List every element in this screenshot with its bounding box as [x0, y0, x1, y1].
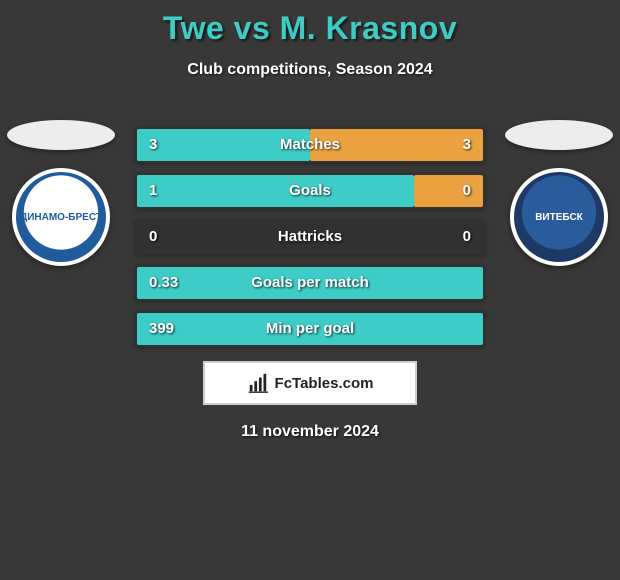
stat-label: Min per goal [137, 313, 483, 345]
club-badge-right-label: ВИТЕБСК [535, 212, 583, 223]
stat-left-value: 3 [149, 129, 157, 161]
brand-text: FcTables.com [275, 375, 374, 392]
stat-left-value: 0 [149, 221, 157, 253]
stat-row: Goals1 0 [135, 173, 485, 209]
footer-date: 11 november 2024 [0, 423, 620, 441]
stat-row: Goals per match0.33 [135, 265, 485, 301]
player-left-panel: ДИНАМО-БРЕСТ [6, 120, 116, 266]
brand-watermark: FcTables.com [203, 361, 417, 405]
stat-left-value: 399 [149, 313, 174, 345]
stat-row: Matches3 3 [135, 127, 485, 163]
comparison-card: Twe vs M. Krasnov Club competitions, Sea… [0, 0, 620, 580]
stat-row: Hattricks0 0 [135, 219, 485, 255]
page-title: Twe vs M. Krasnov [0, 0, 620, 47]
club-badge-left-label: ДИНАМО-БРЕСТ [20, 212, 102, 223]
subtitle: Club competitions, Season 2024 [0, 61, 620, 79]
club-badge-right: ВИТЕБСК [510, 168, 608, 266]
stats-block: Matches33Goals10Hattricks00Goals per mat… [135, 127, 485, 347]
stat-left-value: 0.33 [149, 267, 178, 299]
bar-chart-icon [247, 372, 269, 394]
stat-right-value: 0 [463, 221, 471, 253]
stat-label: Goals [137, 175, 483, 207]
stat-right-value: 3 [463, 129, 471, 161]
player-right-panel: ВИТЕБСК [504, 120, 614, 266]
stat-label: Goals per match [137, 267, 483, 299]
player-right-headshot-placeholder [505, 120, 613, 150]
club-badge-left: ДИНАМО-БРЕСТ [12, 168, 110, 266]
stat-right-value: 0 [463, 175, 471, 207]
stat-label: Hattricks [137, 221, 483, 253]
player-left-headshot-placeholder [7, 120, 115, 150]
stat-left-value: 1 [149, 175, 157, 207]
stat-label: Matches [137, 129, 483, 161]
stat-row: Min per goal399 [135, 311, 485, 347]
